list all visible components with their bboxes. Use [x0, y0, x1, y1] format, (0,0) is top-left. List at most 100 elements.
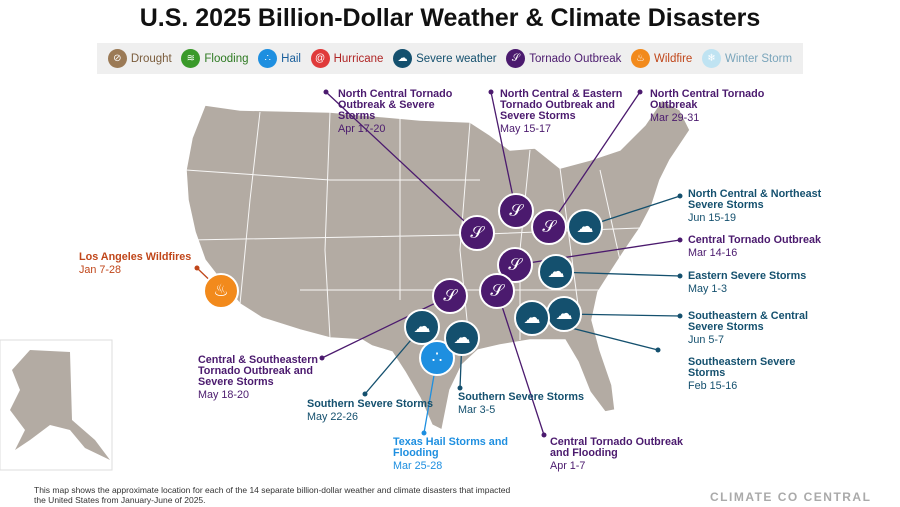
tornado-marker-icon[interactable]: 𝒮 [531, 209, 567, 245]
event-name: Texas Hail Storms and Flooding [393, 436, 509, 459]
tornado-marker-icon[interactable]: 𝒮 [479, 273, 515, 309]
event-label: Texas Hail Storms and Flooding Mar 25-28 [393, 437, 528, 472]
legend-label: Hurricane [333, 52, 384, 65]
legend-label: Flooding [204, 52, 249, 65]
legend-item: ♨ Wildfire [630, 49, 693, 68]
event-label: Southern Severe Storms May 22-26 [307, 399, 433, 423]
event-name: North Central & Eastern Tornado Outbreak… [500, 88, 623, 122]
legend-label: Wildfire [653, 52, 693, 65]
alaska-inset [0, 339, 113, 471]
contiguous-us [185, 99, 691, 432]
event-label: Central & Southeastern Tornado Outbreak … [198, 355, 333, 401]
event-date: Feb 15-16 [688, 380, 738, 392]
event-date: Mar 29-31 [650, 112, 700, 124]
severe-weather-marker-icon[interactable]: ☁ [567, 209, 603, 245]
severe-weather-icon: ☁ [393, 49, 413, 68]
event-label: Southeastern & Central Severe Storms Jun … [688, 311, 823, 346]
leader-lines [194, 89, 683, 438]
event-label: Central Tornado Outbreak Mar 14-16 [688, 235, 821, 259]
leader-dot [677, 273, 683, 279]
event-name: North Central Tornado Outbreak [650, 88, 765, 111]
legend-item: ∴ Hail [258, 49, 301, 68]
legend: ⊘ Drought ≋ Flooding ∴ Hail @ Hurricane ☁ Severe … [97, 43, 803, 74]
event-name: Central & Southeastern Tornado Outbreak … [198, 354, 318, 388]
event-name: North Central Tornado Outbreak & Severe … [338, 88, 453, 122]
leader-dot [362, 391, 368, 397]
winter-storm-icon: ❄ [701, 49, 721, 68]
legend-label: Hail [281, 52, 301, 65]
hurricane-icon: @ [310, 49, 330, 68]
event-name: North Central & Northeast Severe Storms [688, 188, 822, 211]
severe-weather-marker-icon[interactable]: ☁ [538, 254, 574, 290]
event-date: May 1-3 [688, 283, 728, 295]
severe-weather-marker-icon[interactable]: ☁ [404, 309, 440, 345]
leader-dot [677, 313, 683, 319]
flooding-icon: ≋ [181, 49, 201, 68]
hail-icon: ∴ [258, 49, 278, 68]
tornado-outbreak-icon: 𝒮 [506, 49, 526, 68]
event-date: Mar 14-16 [688, 247, 738, 259]
event-name: Central Tornado Outbreak and Flooding [550, 436, 683, 459]
event-label: North Central Tornado Outbreak Mar 29-31 [650, 89, 785, 124]
event-name: Southeastern Severe Storms [688, 356, 796, 379]
legend-item: ☁ Severe weather [393, 49, 497, 68]
legend-label: Tornado Outbreak [529, 52, 622, 65]
event-name: Southern Severe Storms [458, 391, 585, 403]
legend-item: ⊘ Drought [107, 49, 172, 68]
leader-dot [541, 432, 547, 438]
leader-dot [488, 89, 494, 95]
leader-line [325, 91, 478, 234]
event-date: Apr 1-7 [550, 460, 586, 472]
event-date: Jun 15-19 [688, 212, 737, 224]
tornado-marker-icon[interactable]: 𝒮 [459, 215, 495, 251]
footnote: This map shows the approximate location … [34, 485, 511, 505]
legend-label: Winter Storm [724, 52, 793, 65]
leader-dot [319, 355, 325, 361]
event-date: May 22-26 [307, 411, 359, 423]
severe-weather-marker-icon[interactable]: ☁ [546, 296, 582, 332]
leader-dot [655, 347, 661, 353]
event-label: North Central Tornado Outbreak & Severe … [338, 89, 473, 135]
event-name: Eastern Severe Storms [688, 270, 807, 282]
wildfire-marker-icon[interactable]: ♨ [203, 273, 239, 309]
event-date: Mar 25-28 [393, 460, 443, 472]
legend-item: ❄ Winter Storm [701, 49, 793, 68]
event-label: North Central & Northeast Severe Storms J… [688, 189, 823, 224]
legend-item: @ Hurricane [310, 49, 384, 68]
leader-line [496, 290, 545, 436]
climate-central-logo: CLIMATE CO CENTRAL [710, 490, 872, 504]
severe-weather-marker-icon[interactable]: ☁ [514, 300, 550, 336]
event-label: Los Angeles Wildfires Jan 7-28 [79, 252, 191, 276]
event-date: Mar 3-5 [458, 404, 496, 416]
leader-dot [677, 237, 683, 243]
leader-line [555, 271, 681, 277]
legend-item: 𝒮 Tornado Outbreak [506, 49, 621, 68]
event-label: Central Tornado Outbreak and Flooding Apr… [550, 437, 685, 472]
drought-icon: ⊘ [107, 49, 127, 68]
page-title: U.S. 2025 Billion-Dollar Weather & Clima… [139, 4, 761, 32]
tornado-marker-icon[interactable]: 𝒮 [432, 278, 468, 314]
event-label: Southern Severe Storms Mar 3-5 [458, 392, 584, 416]
event-date: Jan 7-28 [79, 264, 122, 276]
legend-item: ≋ Flooding [181, 49, 249, 68]
event-name: Southeastern & Central Severe Storms [688, 310, 808, 333]
event-label: Eastern Severe Storms May 1-3 [688, 271, 806, 295]
legend-label: Severe weather [416, 52, 497, 65]
leader-line [321, 295, 451, 359]
legend-label: Drought [130, 52, 172, 65]
leader-dot [323, 89, 329, 95]
event-date: Apr 17-20 [338, 123, 386, 135]
event-name: Central Tornado Outbreak [688, 234, 821, 246]
leader-line [548, 91, 641, 228]
event-date: May 15-17 [500, 123, 552, 135]
severe-weather-marker-icon[interactable]: ☁ [444, 320, 480, 356]
leader-dot [194, 265, 200, 271]
leader-dot [637, 89, 643, 95]
event-label: Southeastern Severe Storms Feb 15-16 [688, 357, 823, 392]
leader-line [563, 313, 681, 317]
wildfire-icon: ♨ [630, 49, 650, 68]
event-name: Southern Severe Storms [307, 398, 434, 410]
event-date: Jun 5-7 [688, 334, 725, 346]
tornado-marker-icon[interactable]: 𝒮 [498, 193, 534, 229]
event-name: Los Angeles Wildfires [79, 251, 192, 263]
